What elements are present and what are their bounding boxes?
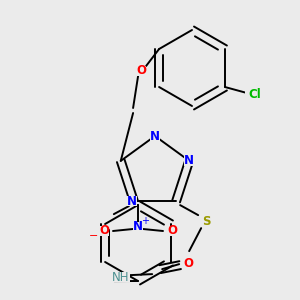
Text: O: O [99, 224, 109, 238]
Text: NH: NH [111, 271, 129, 284]
Bar [183, 258, 193, 268]
Bar [110, 272, 130, 282]
Text: O: O [136, 64, 146, 77]
Bar [184, 156, 194, 166]
Bar [136, 66, 146, 76]
Text: N: N [127, 195, 137, 208]
Bar [127, 196, 137, 206]
Text: S: S [202, 214, 210, 228]
Text: +: + [141, 216, 149, 226]
Bar [150, 131, 160, 141]
Bar [167, 226, 177, 236]
Text: N: N [150, 130, 160, 142]
Bar [201, 216, 211, 226]
Bar [133, 222, 143, 232]
Bar [245, 90, 265, 100]
Text: N: N [184, 154, 194, 167]
Text: O: O [183, 256, 193, 270]
Text: −: − [89, 231, 99, 241]
Bar [99, 226, 109, 236]
Text: Cl: Cl [248, 88, 261, 101]
Text: O: O [167, 224, 177, 238]
Text: N: N [133, 220, 143, 233]
